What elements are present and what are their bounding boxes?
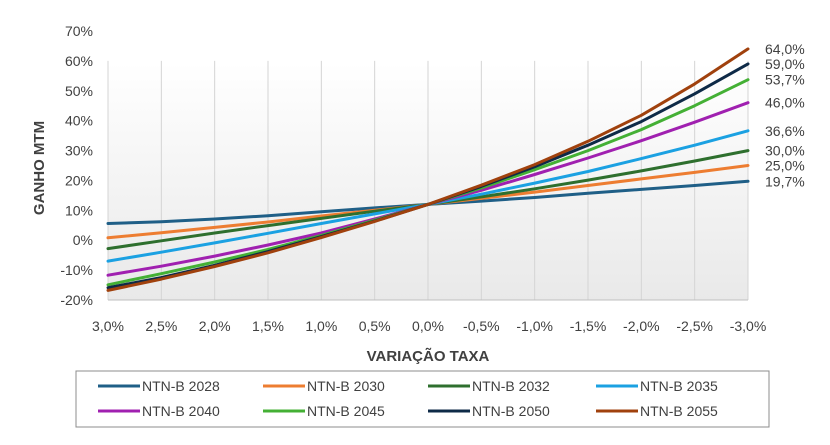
x-tick-label: 2,0% [199, 318, 231, 334]
legend-label: NTN-B 2035 [640, 378, 718, 394]
y-tick-label: 10% [65, 202, 93, 218]
legend-label: NTN-B 2050 [472, 403, 550, 419]
x-tick-label: -1,5% [570, 318, 607, 334]
legend-label: NTN-B 2028 [142, 378, 220, 394]
x-tick-label: 0,0% [412, 318, 444, 334]
y-tick-label: 0% [73, 232, 93, 248]
end-value-label: 46,0% [765, 95, 805, 111]
series-line [106, 47, 750, 292]
end-value-label: 59,0% [765, 56, 805, 72]
x-tick-label: 3,0% [92, 318, 124, 334]
y-tick-label: -20% [60, 292, 93, 308]
end-value-label: 30,0% [765, 143, 805, 159]
y-tick-label: 30% [65, 143, 93, 159]
x-axis-title: VARIAÇÃO TAXA [367, 347, 490, 365]
y-tick-label: 20% [65, 172, 93, 188]
series-lines [106, 47, 750, 292]
end-value-label: 64,0% [765, 41, 805, 57]
x-tick-label: -3,0% [730, 318, 767, 334]
y-axis-title: GANHO MTM [31, 121, 48, 215]
x-tick-label: 2,5% [145, 318, 177, 334]
y-tick-label: 70% [65, 23, 93, 39]
end-value-label: 53,7% [765, 72, 805, 88]
x-tick-label: -2,5% [676, 318, 713, 334]
legend-label: NTN-B 2040 [142, 403, 220, 419]
x-tick-label: 1,5% [252, 318, 284, 334]
y-tick-label: 40% [65, 113, 93, 129]
end-value-label: 19,7% [765, 173, 805, 189]
legend-label: NTN-B 2045 [307, 403, 385, 419]
legend-label: NTN-B 2030 [307, 378, 385, 394]
legend-box [75, 370, 770, 428]
x-axis-ticks: 3,0% 2,5% 2,0% 1,5% 1,0% 0,5% 0,0% -0,5% -1,0% -1… [92, 318, 766, 334]
end-labels: 64,0%59,0%53,7% 46,0% 36,6% 30,0%25,0%19,7% [765, 41, 805, 189]
y-tick-label: 50% [65, 83, 93, 99]
y-tick-label: -10% [60, 262, 93, 278]
x-tick-label: -2,0% [623, 318, 660, 334]
y-tick-label: 60% [65, 53, 93, 69]
legend-label: NTN-B 2032 [472, 378, 550, 394]
end-value-label: 25,0% [765, 158, 805, 174]
x-tick-label: 0,5% [359, 318, 391, 334]
x-tick-label: -0,5% [463, 318, 500, 334]
x-tick-label: -1,0% [516, 318, 553, 334]
end-value-label: 36,6% [765, 123, 805, 139]
legend-label: NTN-B 2055 [640, 403, 718, 419]
x-tick-label: 1,0% [305, 318, 337, 334]
y-axis-ticks: -20% -10% 0% 10% 20% 30% 40% 50% 60% 70% [60, 23, 93, 308]
legend: NTN-B 2028 NTN-B 2030 NTN-B 2032 NTN-B 2035… [98, 378, 718, 419]
